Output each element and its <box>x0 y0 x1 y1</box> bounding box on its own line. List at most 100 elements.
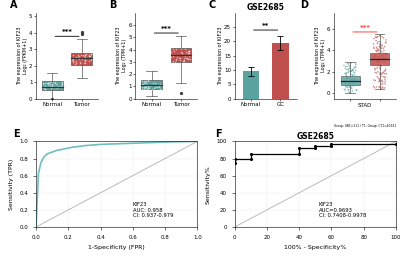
Title: GSE2685: GSE2685 <box>247 3 284 12</box>
Point <box>176 56 182 60</box>
Point <box>393 142 399 146</box>
Point <box>353 65 359 69</box>
Point <box>347 69 353 74</box>
Point <box>378 64 384 68</box>
Point <box>352 73 358 77</box>
Point <box>350 70 356 74</box>
Text: D: D <box>300 0 308 10</box>
Point <box>346 90 352 94</box>
Point <box>378 49 385 53</box>
Point <box>80 61 87 66</box>
Point <box>352 64 358 69</box>
Point <box>376 34 383 38</box>
Point <box>47 80 53 84</box>
Point <box>82 58 88 62</box>
Point <box>351 66 358 70</box>
Point <box>155 85 162 89</box>
Point <box>377 63 383 68</box>
Point <box>82 55 88 60</box>
Point <box>80 53 86 57</box>
Point <box>72 62 78 66</box>
Bar <box>72 53 92 65</box>
Point <box>373 50 380 54</box>
Bar <box>341 76 360 85</box>
Point <box>373 36 380 40</box>
Point <box>371 55 377 60</box>
Point <box>144 78 151 82</box>
Point <box>347 85 354 89</box>
Point <box>232 161 238 165</box>
Point <box>248 152 254 156</box>
Point <box>350 67 356 71</box>
Point <box>178 50 184 54</box>
Point <box>177 58 184 62</box>
Point <box>379 43 385 47</box>
Point <box>352 79 359 83</box>
Point <box>374 75 380 79</box>
Point <box>51 85 57 90</box>
Point <box>378 74 384 78</box>
Point <box>380 80 386 84</box>
Point <box>348 84 354 88</box>
Point <box>58 82 65 86</box>
Point <box>382 40 389 44</box>
Bar <box>42 81 63 90</box>
Point <box>296 152 302 156</box>
Point <box>378 83 384 87</box>
Point <box>382 69 388 73</box>
Point <box>172 47 179 51</box>
Point <box>85 53 92 57</box>
Point <box>374 47 380 51</box>
Point <box>88 52 94 56</box>
Point <box>382 67 389 71</box>
Point <box>376 44 383 49</box>
Point <box>371 86 378 90</box>
Point <box>43 85 50 89</box>
Point <box>43 81 50 85</box>
Point <box>170 59 176 63</box>
Point <box>377 63 384 67</box>
Point <box>372 54 378 59</box>
Point <box>349 73 356 77</box>
Point <box>185 54 192 58</box>
Point <box>344 83 351 87</box>
Point <box>346 67 352 71</box>
Point <box>382 57 388 61</box>
Point <box>344 65 350 69</box>
Point <box>58 80 65 84</box>
Text: KIF23
AUC=0.9693
CI: 0.7408-0.9978: KIF23 AUC=0.9693 CI: 0.7408-0.9978 <box>318 202 366 219</box>
Point <box>372 57 378 61</box>
Point <box>383 72 390 76</box>
Point <box>374 60 380 64</box>
Point <box>374 41 380 45</box>
Point <box>374 71 380 75</box>
Text: **: ** <box>262 23 269 29</box>
X-axis label: 1-Specificity (FPR): 1-Specificity (FPR) <box>88 245 145 250</box>
Point <box>354 88 360 92</box>
Point <box>349 68 356 72</box>
Point <box>342 67 348 71</box>
Point <box>88 57 94 61</box>
Point <box>382 82 388 86</box>
Point <box>48 85 54 89</box>
Bar <box>141 79 162 89</box>
Point <box>377 57 384 61</box>
Point <box>378 57 384 61</box>
Point <box>150 80 157 85</box>
Point <box>373 38 379 43</box>
Point <box>342 82 348 86</box>
Point <box>381 60 387 64</box>
Point <box>347 61 354 66</box>
Point <box>54 86 60 90</box>
Point <box>342 71 348 76</box>
Point <box>347 73 354 77</box>
Point <box>75 55 82 59</box>
Point <box>344 71 350 76</box>
Point <box>378 87 384 91</box>
Point <box>376 76 382 80</box>
Point <box>353 61 359 65</box>
Point <box>86 54 92 58</box>
Point <box>376 51 382 55</box>
Point <box>376 85 382 89</box>
Point <box>184 56 190 60</box>
